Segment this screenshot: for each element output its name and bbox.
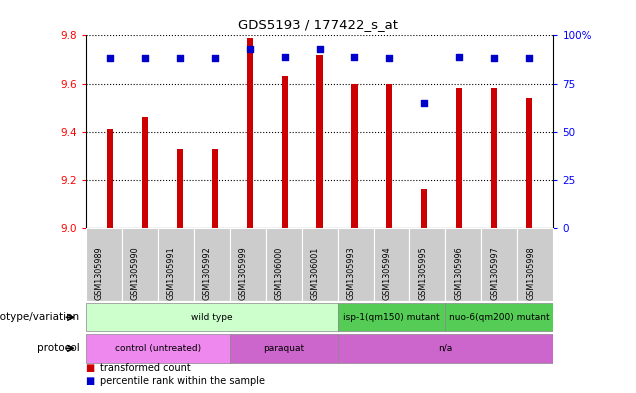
Text: GSM1305997: GSM1305997: [490, 246, 499, 300]
Point: [349, 53, 359, 60]
Text: GSM1305999: GSM1305999: [238, 246, 247, 300]
Text: transformed count: transformed count: [100, 363, 191, 373]
Bar: [86, 334, 230, 363]
Point: [140, 55, 150, 62]
Point: [280, 53, 290, 60]
Text: genotype/variation: genotype/variation: [0, 312, 80, 322]
Text: n/a: n/a: [438, 344, 453, 353]
Text: GSM1305991: GSM1305991: [167, 246, 176, 300]
Bar: [142, 117, 148, 228]
Point: [419, 99, 429, 106]
Text: wild type: wild type: [191, 313, 233, 322]
Point: [315, 46, 325, 52]
Text: GSM1305993: GSM1305993: [347, 246, 356, 300]
Text: isp-1(qm150) mutant: isp-1(qm150) mutant: [343, 313, 440, 322]
Point: [524, 55, 534, 62]
Bar: [86, 303, 338, 332]
Text: GSM1305995: GSM1305995: [418, 246, 427, 300]
Text: paraquat: paraquat: [263, 344, 304, 353]
Bar: [177, 149, 183, 228]
Text: GSM1306000: GSM1306000: [275, 247, 284, 300]
Bar: [338, 334, 553, 363]
Text: GDS5193 / 177422_s_at: GDS5193 / 177422_s_at: [238, 18, 398, 31]
Bar: [338, 303, 445, 332]
Point: [175, 55, 185, 62]
Bar: [526, 98, 532, 228]
Point: [489, 55, 499, 62]
Point: [245, 46, 255, 52]
Bar: [230, 334, 338, 363]
Bar: [445, 303, 553, 332]
Text: GSM1306001: GSM1306001: [310, 247, 319, 300]
Bar: [107, 129, 113, 228]
Bar: [282, 76, 288, 228]
Bar: [386, 84, 392, 228]
Bar: [247, 38, 253, 228]
Text: ■: ■: [86, 376, 98, 386]
Point: [210, 55, 220, 62]
Text: GSM1305994: GSM1305994: [382, 246, 392, 300]
Text: GSM1305989: GSM1305989: [95, 246, 104, 300]
Bar: [212, 149, 218, 228]
Bar: [421, 189, 427, 228]
Text: GSM1305998: GSM1305998: [527, 246, 536, 300]
Text: ■: ■: [86, 363, 98, 373]
Text: GSM1305990: GSM1305990: [131, 246, 140, 300]
Text: nuo-6(qm200) mutant: nuo-6(qm200) mutant: [449, 313, 550, 322]
Text: GSM1305992: GSM1305992: [203, 246, 212, 300]
Point: [105, 55, 115, 62]
Bar: [351, 84, 357, 228]
Text: GSM1305996: GSM1305996: [455, 246, 464, 300]
Text: protocol: protocol: [37, 343, 80, 353]
Bar: [491, 88, 497, 228]
Text: control (untreated): control (untreated): [114, 344, 201, 353]
Point: [454, 53, 464, 60]
Bar: [456, 88, 462, 228]
Point: [384, 55, 394, 62]
Text: percentile rank within the sample: percentile rank within the sample: [100, 376, 265, 386]
Bar: [317, 55, 322, 228]
